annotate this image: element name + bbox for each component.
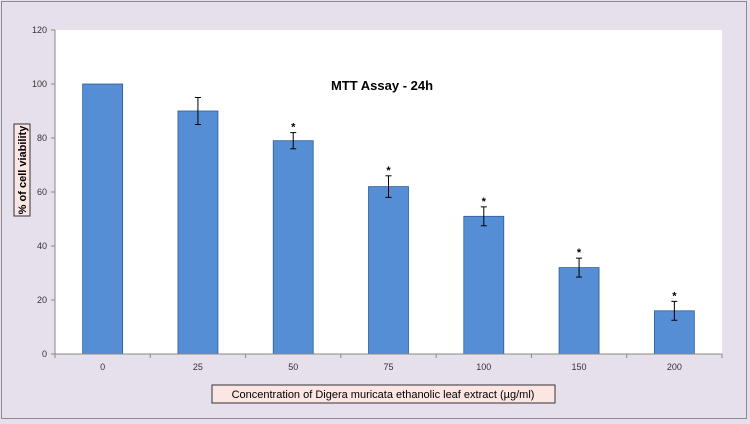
x-axis-ticks: 0 25 50 75 100 150 200 [54, 354, 723, 372]
bar [558, 267, 600, 355]
x-axis-title-box [211, 384, 556, 404]
y-tick-label: 60 [37, 187, 47, 197]
y-tick-label: 100 [32, 79, 47, 89]
y-tick-label: 40 [37, 241, 47, 251]
bar [368, 186, 409, 355]
x-tick-label: 100 [476, 362, 491, 372]
y-tick-label: 80 [37, 133, 47, 143]
significance-marker: * [291, 122, 296, 134]
significance-marker: * [386, 165, 391, 177]
chart-title: MTT Assay - 24h [331, 78, 433, 93]
bar [177, 110, 219, 355]
x-tick-label: 150 [572, 362, 587, 372]
bar [272, 140, 314, 355]
bar [82, 83, 124, 355]
y-tick-label: 120 [32, 25, 47, 35]
bars: * * * * * [82, 83, 695, 355]
significance-marker: * [672, 290, 677, 302]
x-axis-title: Concentration of Digera muricata ethanol… [211, 384, 556, 404]
significance-marker: * [482, 196, 487, 208]
x-tick-label: 50 [288, 362, 298, 372]
bar [463, 215, 505, 355]
x-tick-label: 75 [383, 362, 393, 372]
x-tick-label: 200 [667, 362, 682, 372]
y-axis-title: % of cell viability [13, 123, 31, 217]
y-axis-title-box [13, 123, 31, 217]
y-tick-label: 20 [37, 295, 47, 305]
x-axis-title-text: Concentration of Digera muricata ethanol… [232, 389, 535, 401]
y-tick-label: 0 [42, 349, 47, 359]
y-axis-ticks: 0 20 40 60 80 100 120 [32, 25, 55, 359]
x-tick-label: 0 [100, 362, 105, 372]
significance-marker: * [577, 247, 582, 259]
x-tick-label: 25 [193, 362, 203, 372]
y-axis-title-text: % of cell viability [17, 125, 29, 215]
